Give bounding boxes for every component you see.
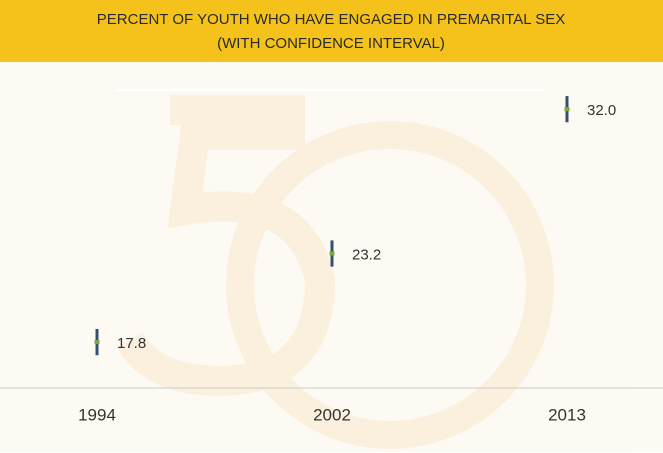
value-label: 23.2 bbox=[352, 246, 381, 263]
chart-subtitle: (WITH CONFIDENCE INTERVAL) bbox=[217, 35, 445, 52]
point bbox=[565, 107, 570, 111]
chart-title: PERCENT OF YOUTH WHO HAVE ENGAGED IN PRE… bbox=[97, 11, 565, 28]
value-label: 17.8 bbox=[117, 335, 146, 352]
value-label: 32.0 bbox=[587, 102, 616, 119]
x-tick-label: 2013 bbox=[548, 405, 586, 424]
chart: PERCENT OF YOUTH WHO HAVE ENGAGED IN PRE… bbox=[0, 0, 663, 453]
x-tick-label: 1994 bbox=[78, 405, 116, 424]
point bbox=[330, 252, 335, 256]
x-tick-label: 2002 bbox=[313, 405, 351, 424]
title-band bbox=[0, 0, 663, 62]
point bbox=[95, 340, 100, 344]
